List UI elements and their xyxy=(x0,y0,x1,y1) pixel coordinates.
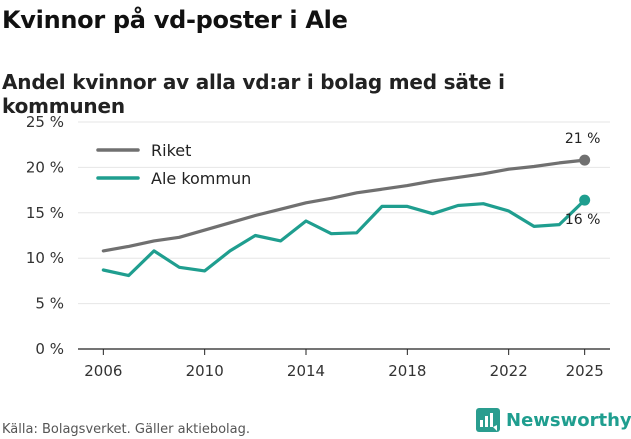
x-tick-label: 2006 xyxy=(84,362,122,380)
legend-label: Riket xyxy=(151,141,191,160)
chart-subtitle: Andel kvinnor av alla vd:ar i bolag med … xyxy=(2,70,505,118)
series-line-riket xyxy=(101,158,587,253)
source-note: Källa: Bolagsverket. Gäller aktiebolag. xyxy=(2,422,251,437)
y-tick-label: 5 % xyxy=(35,295,64,313)
y-tick-label: 10 % xyxy=(26,249,64,267)
x-tick-label: 2025 xyxy=(566,362,604,380)
x-tick-label: 2018 xyxy=(388,362,426,380)
brand-logo: Newsworthy xyxy=(476,408,631,432)
y-tick-label: 25 % xyxy=(26,113,64,131)
series-end-marker xyxy=(579,154,591,166)
x-tick-label: 2014 xyxy=(287,362,325,380)
y-tick-label: 0 % xyxy=(35,340,64,358)
series-end-label: 16 % xyxy=(565,212,601,228)
series-line-ale-kommun xyxy=(101,198,587,278)
bar-chart-logo-icon xyxy=(476,408,500,432)
legend-label: Ale kommun xyxy=(151,169,251,188)
brand-name: Newsworthy xyxy=(506,409,631,431)
chart-title: Kvinnor på vd-poster i Ale xyxy=(2,6,348,34)
x-tick-label: 2022 xyxy=(490,362,528,380)
x-tick-label: 2010 xyxy=(186,362,224,380)
y-tick-label: 15 % xyxy=(26,204,64,222)
series-end-marker xyxy=(579,194,591,206)
series-end-label: 21 % xyxy=(565,131,601,147)
y-tick-label: 20 % xyxy=(26,158,64,176)
